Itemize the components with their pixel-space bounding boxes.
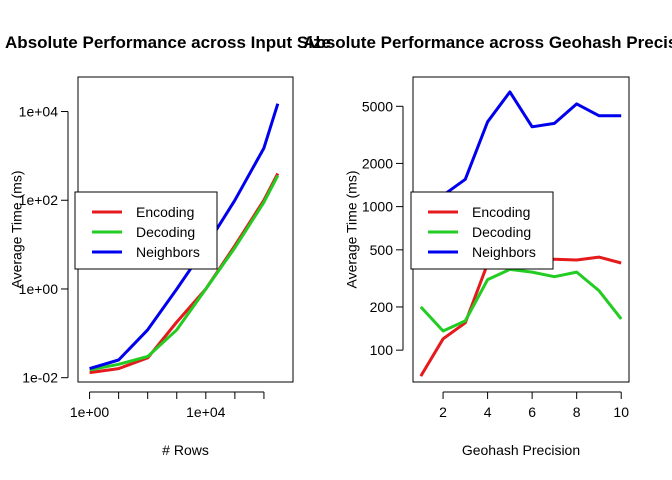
chart2-legend-label-encoding: Encoding — [472, 204, 530, 220]
chart2-title: Absolute Performance across Geohash Prec… — [303, 33, 672, 52]
chart2-y-axis-label: Average Time (ms) — [344, 171, 360, 289]
chart2-y-tick-label: 100 — [370, 342, 394, 358]
chart2-y-tick-label: 5000 — [362, 98, 393, 114]
chart1-y-tick-label: 1e+02 — [19, 192, 59, 208]
chart2-series-line-neighbors — [420, 90, 622, 197]
chart1-y-tick-label: 1e+04 — [19, 104, 59, 120]
chart2-x-tick-label: 2 — [439, 404, 447, 420]
chart1-y-axis-label: Average Time (ms) — [9, 171, 25, 289]
chart2-x-tick-label: 8 — [573, 404, 581, 420]
chart2-legend-label-neighbors: Neighbors — [472, 244, 536, 260]
chart1-legend-label-decoding: Decoding — [136, 224, 195, 240]
chart2-y-tick-label: 2000 — [362, 155, 393, 171]
chart1-y-tick-label: 1e+00 — [19, 281, 59, 297]
chart2-series-line-decoding — [419, 267, 623, 333]
chart1-title: Absolute Performance across Input Size — [5, 33, 331, 52]
chart1-x-axis-label: # Rows — [162, 442, 209, 458]
chart2-x-tick-label: 10 — [613, 404, 629, 420]
chart2-legend-label-decoding: Decoding — [472, 224, 531, 240]
chart1-series-line-decoding — [89, 174, 280, 372]
chart1-x-tick-label: 1e+00 — [70, 404, 110, 420]
chart1-x-tick-label: 1e+04 — [186, 404, 226, 420]
chart2-x-axis-label: Geohash Precision — [462, 442, 580, 458]
chart2-series-line-encoding — [419, 255, 622, 377]
chart2-y-tick-label: 500 — [370, 242, 394, 258]
chart2-x-tick-label: 4 — [484, 404, 492, 420]
chart2-y-tick-label: 200 — [370, 299, 394, 315]
chart2-x-tick-label: 6 — [528, 404, 536, 420]
chart1-y-tick-label: 1e-02 — [22, 370, 58, 386]
chart1-legend-label-neighbors: Neighbors — [136, 244, 200, 260]
chart1-legend-label-encoding: Encoding — [136, 204, 194, 220]
chart2-y-tick-label: 1000 — [362, 199, 393, 215]
